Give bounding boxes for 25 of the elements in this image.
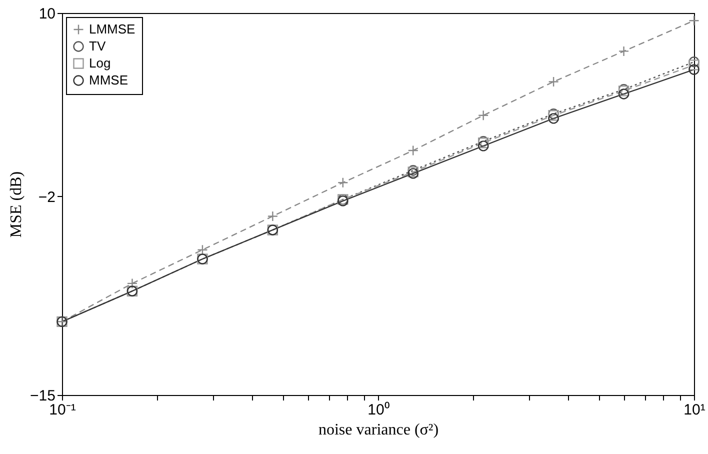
point bbox=[618, 88, 630, 100]
point bbox=[267, 210, 278, 222]
point bbox=[548, 76, 559, 88]
point bbox=[688, 64, 700, 75]
y-tick-label: −15 bbox=[30, 388, 56, 404]
y-tick-label: 10 bbox=[38, 6, 56, 22]
x-tick-label: 10¹ bbox=[684, 402, 706, 418]
point bbox=[688, 15, 700, 26]
point bbox=[408, 145, 418, 156]
point bbox=[126, 278, 138, 289]
point bbox=[618, 46, 630, 57]
legend-label: LMMSE bbox=[89, 22, 136, 36]
point bbox=[548, 113, 559, 124]
point bbox=[478, 140, 489, 152]
point bbox=[338, 177, 348, 188]
x-tick-label: 10⁰ bbox=[368, 402, 390, 418]
legend-label: Log bbox=[89, 56, 111, 70]
legend-label: TV bbox=[89, 38, 106, 54]
legend-label: MMSE bbox=[89, 72, 128, 88]
x-tick-label: 10⁻¹ bbox=[49, 402, 76, 418]
y-axis-title: MSE (dB) bbox=[8, 171, 26, 238]
point bbox=[478, 110, 489, 121]
x-axis-title: noise variance (σ²) bbox=[318, 422, 439, 438]
y-tick-label: −2 bbox=[38, 188, 56, 206]
point bbox=[688, 60, 700, 70]
